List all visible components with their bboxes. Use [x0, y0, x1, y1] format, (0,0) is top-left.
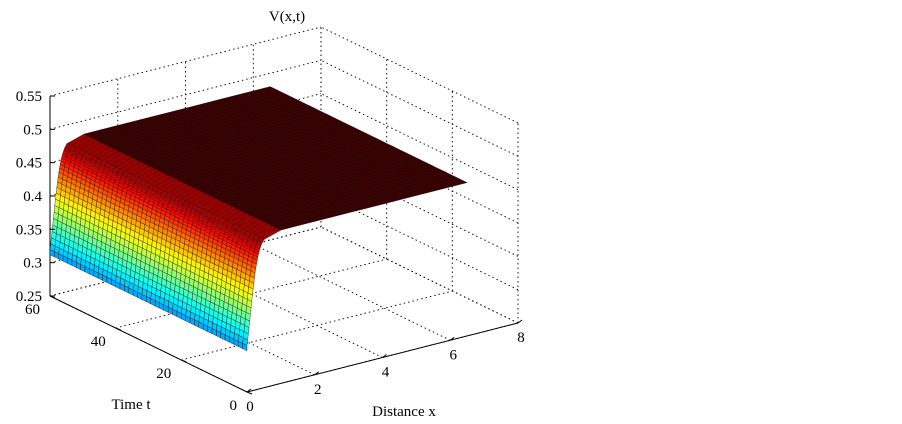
grid-line: [181, 290, 453, 361]
x-tick-label: 2: [314, 382, 322, 398]
surface-plot: [49, 86, 468, 352]
grid-line: [253, 243, 451, 341]
chart-title: V(x,t): [269, 9, 305, 25]
y-axis-label: Time t: [111, 397, 151, 413]
z-tick-label: 0.35: [16, 222, 42, 238]
grid-line: [320, 193, 519, 291]
surface-patch: [242, 343, 248, 352]
grid-line: [185, 261, 383, 358]
grid-line: [320, 126, 519, 224]
z-tick-label: 0.55: [16, 89, 42, 105]
grid-line: [49, 26, 322, 97]
grid-line: [320, 226, 519, 324]
z-tick-label: 0.5: [23, 122, 42, 138]
x-tick: [449, 336, 455, 341]
t-tick-label: 40: [91, 334, 106, 350]
z-tick-label: 0.4: [23, 189, 42, 205]
grid-line: [320, 59, 519, 157]
z-tick-label: 0.3: [23, 256, 42, 272]
t-tick-label: 60: [25, 302, 40, 318]
grid-line: [117, 278, 315, 376]
x-axis-label: Distance x: [372, 404, 436, 420]
x-tick-label: 4: [382, 365, 390, 381]
grid-line: [320, 26, 519, 124]
t-tick: [115, 327, 121, 331]
x-tick-label: 0: [246, 399, 254, 415]
tick-labels: 0 2 4 6 8 0 20 40 600.25 0.3 0.35 0.4 0.45 0.5 0.55: [16, 89, 525, 415]
x-tick-label: 6: [450, 347, 458, 363]
t-tick: [246, 391, 253, 395]
x-tick: [314, 371, 320, 376]
t-tick-label: 0: [230, 398, 238, 414]
t-tick-label: 20: [156, 366, 171, 382]
x-tick-label: 8: [517, 330, 525, 346]
z-tick-label: 0.45: [16, 156, 42, 172]
x-tick: [382, 354, 387, 358]
grid-line: [320, 93, 519, 191]
z-tick-label: 0.25: [16, 289, 42, 305]
x-tick: [246, 388, 252, 393]
t-axis-line: [49, 295, 248, 393]
grid-line: [49, 59, 322, 130]
x-tick: [517, 319, 523, 324]
grid-line: [320, 159, 519, 257]
t-tick: [181, 359, 187, 363]
